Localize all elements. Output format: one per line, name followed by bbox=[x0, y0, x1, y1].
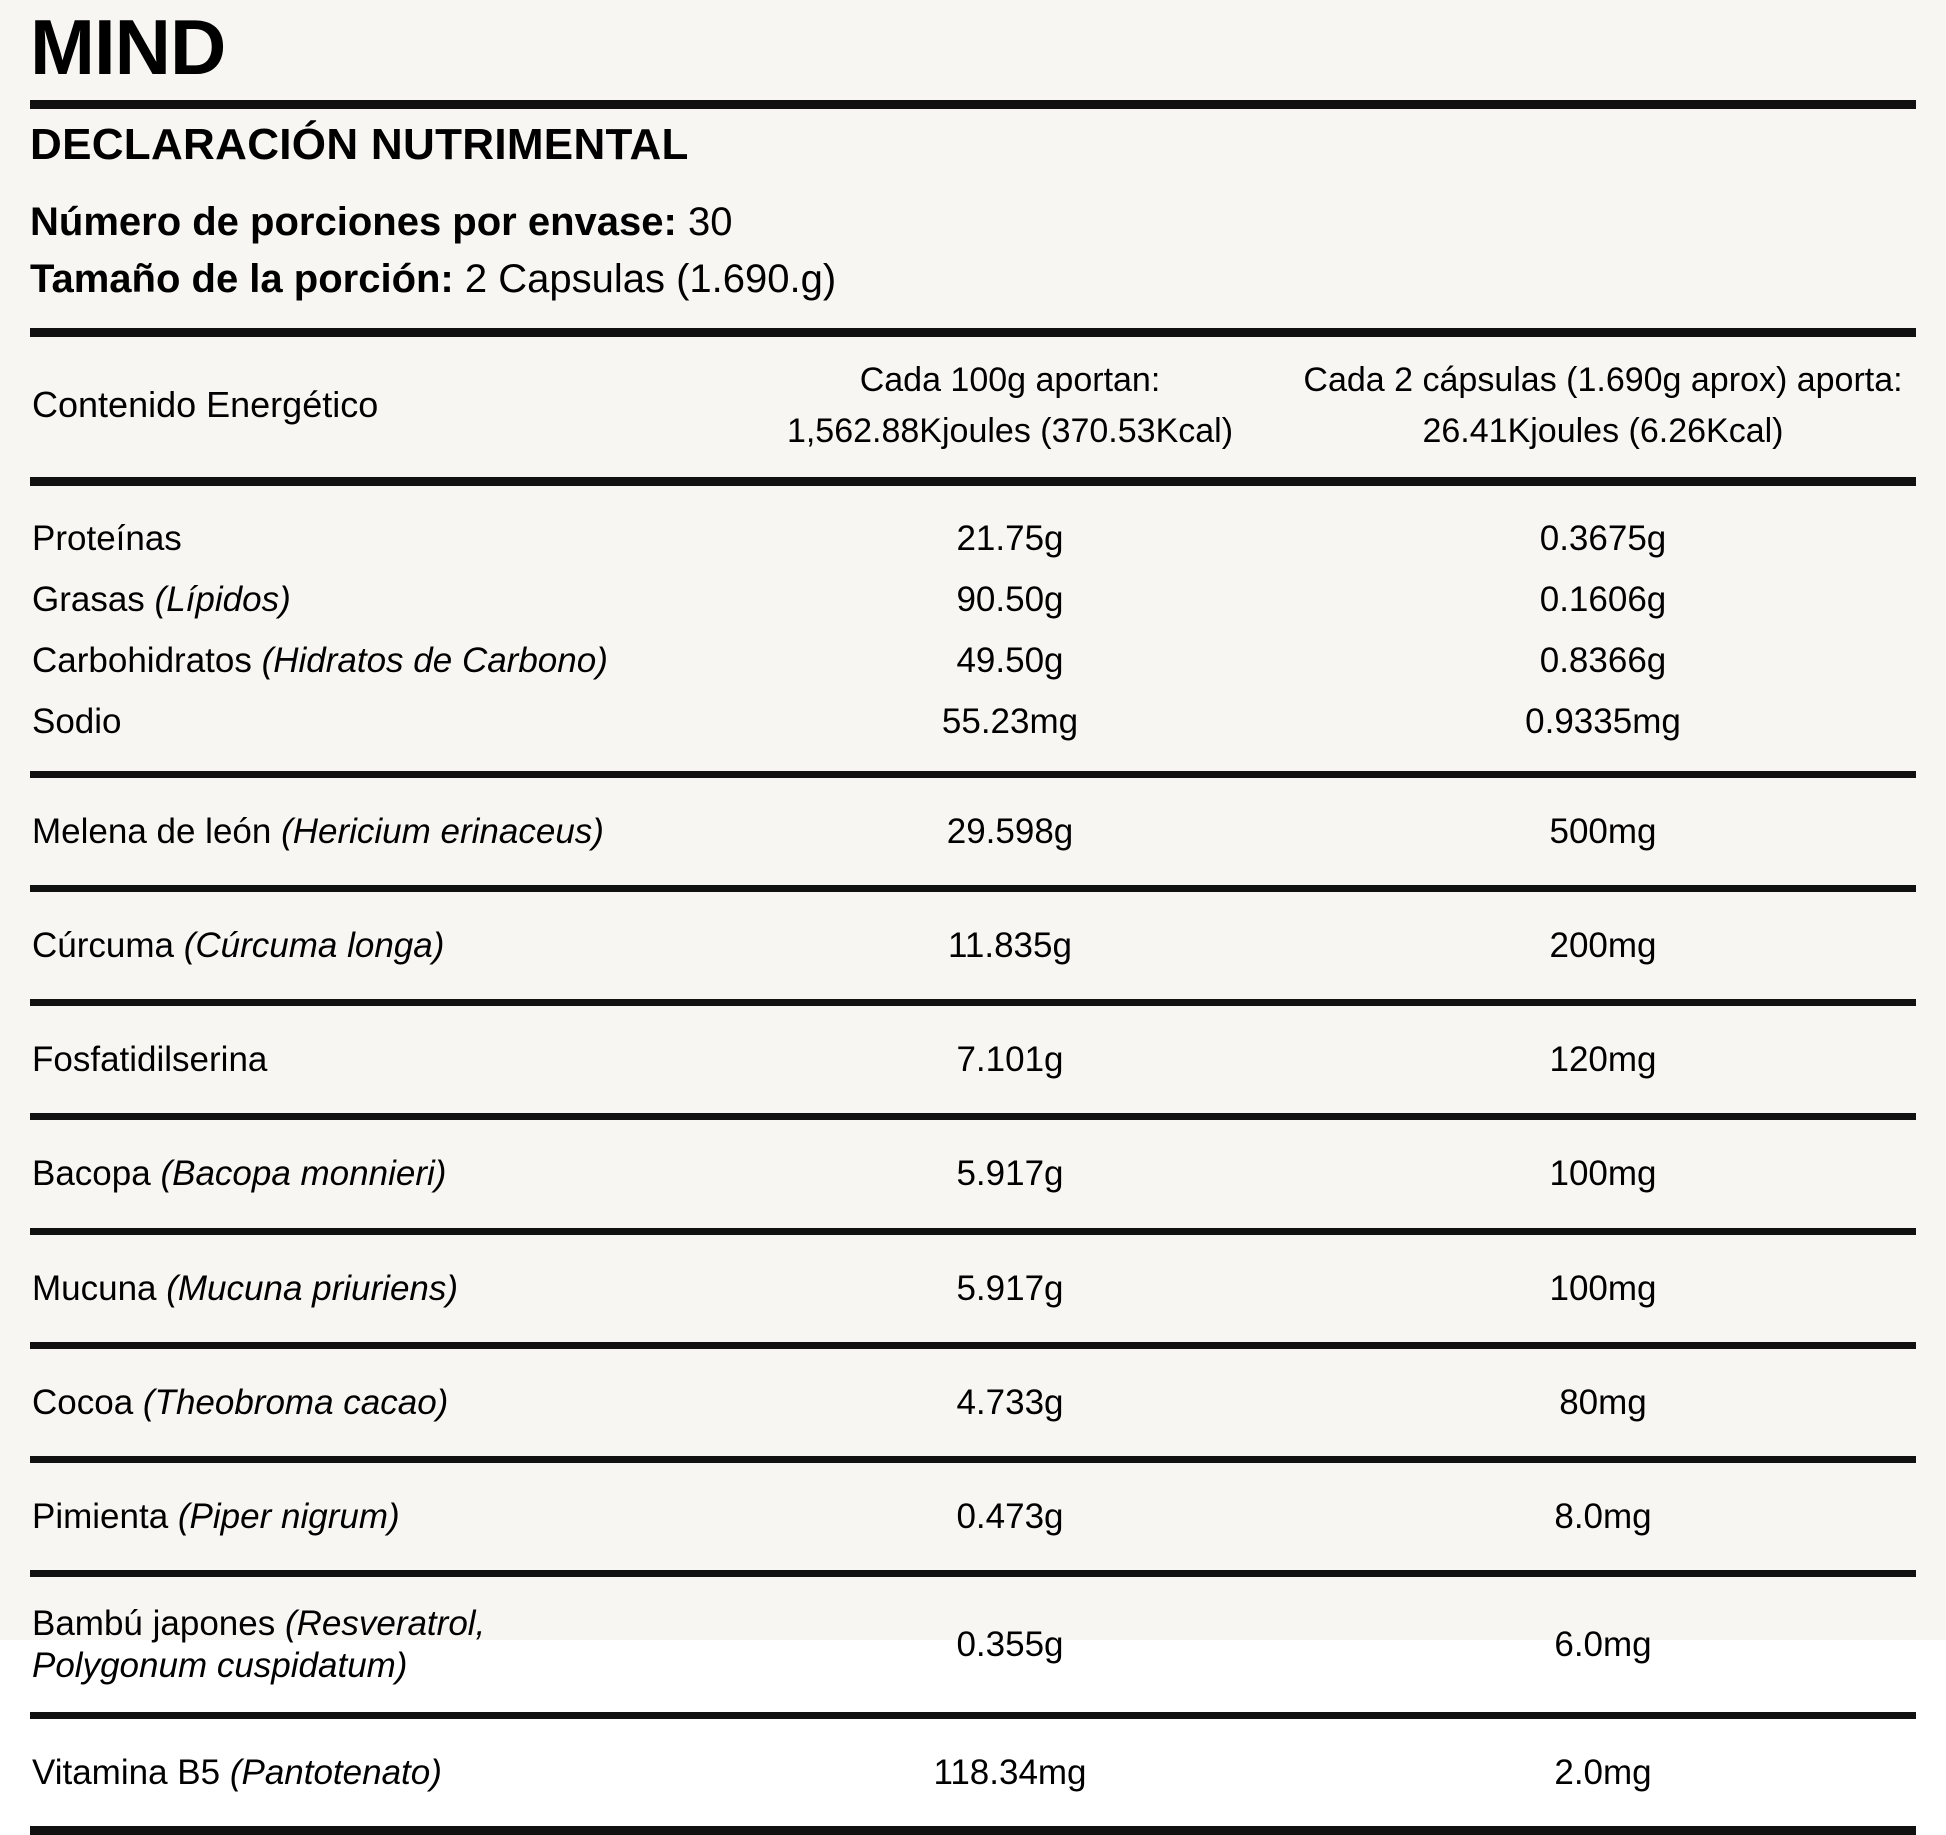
serving-size-value: 2 Capsulas (1.690.g) bbox=[464, 256, 837, 301]
row-per-100g: 5.917g bbox=[956, 1154, 1064, 1194]
row-per-serving: 0.1606g bbox=[1539, 579, 1667, 619]
macronutrient-block: Proteínas 21.75g 0.3675g Grasas (Lípidos… bbox=[30, 486, 1916, 771]
row-per-100g: 29.598g bbox=[946, 811, 1074, 851]
row-per-100g: 7.101g bbox=[956, 1040, 1064, 1080]
row-per-serving: 200mg bbox=[1549, 925, 1657, 965]
row-label: Proteínas bbox=[32, 518, 182, 558]
row-per-serving: 100mg bbox=[1549, 1154, 1657, 1194]
row-per-100g: 0.473g bbox=[956, 1497, 1064, 1537]
row-divider bbox=[30, 1341, 1916, 1349]
row-per-serving: 500mg bbox=[1549, 811, 1657, 851]
servings-per-container: Número de porciones por envase: 30 bbox=[30, 194, 1916, 251]
header-per-100g-line1: Cada 100g aportan: bbox=[859, 360, 1161, 399]
row-divider bbox=[30, 770, 1916, 778]
row-per-serving: 120mg bbox=[1549, 1040, 1657, 1080]
row-per-100g: 49.50g bbox=[956, 641, 1064, 681]
row-per-serving: 6.0mg bbox=[1554, 1625, 1652, 1665]
table-header-row: Contenido Energético Cada 100g aportan: … bbox=[30, 337, 1916, 477]
row-label: Grasas (Lípidos) bbox=[32, 579, 291, 619]
table-row: Grasas (Lípidos) 90.50g 0.1606g bbox=[30, 569, 1916, 630]
section-title: DECLARACIÓN NUTRIMENTAL bbox=[30, 120, 689, 169]
row-per-100g: 11.835g bbox=[948, 925, 1072, 965]
row-per-100g: 5.917g bbox=[956, 1268, 1064, 1308]
row-per-100g: 21.75g bbox=[956, 518, 1064, 558]
row-per-100g: 90.50g bbox=[956, 579, 1064, 619]
row-label: Carbohidratos (Hidratos de Carbono) bbox=[32, 641, 608, 681]
row-label: Cúrcuma (Cúrcuma longa) bbox=[32, 925, 445, 965]
brand-divider bbox=[30, 100, 1916, 109]
header-per-serving-line2: 26.41Kjoules (6.26Kcal) bbox=[1422, 411, 1784, 450]
serving-size-label: Tamaño de la porción: bbox=[30, 256, 454, 301]
row-label: Bambú japones (Resveratrol, Polygonum cus… bbox=[32, 1604, 486, 1685]
row-per-serving: 0.8366g bbox=[1539, 641, 1667, 681]
row-divider bbox=[30, 1570, 1916, 1578]
row-divider bbox=[30, 884, 1916, 892]
row-per-100g: 0.355g bbox=[956, 1625, 1064, 1665]
table-row: Vitamina B5 (Pantotenato) 118.34mg 2.0mg bbox=[30, 1719, 1916, 1826]
row-per-serving: 0.9335mg bbox=[1525, 702, 1681, 742]
table-row: Carbohidratos (Hidratos de Carbono) 49.5… bbox=[30, 630, 1916, 691]
table-bottom-rule bbox=[30, 1826, 1916, 1835]
row-per-100g: 55.23mg bbox=[941, 702, 1079, 742]
row-per-100g: 118.34mg bbox=[933, 1752, 1087, 1792]
table-row: Fosfatidilserina 7.101g 120mg bbox=[30, 1006, 1916, 1113]
row-label: Sodio bbox=[32, 702, 122, 742]
table-row: Cocoa (Theobroma cacao) 4.733g 80mg bbox=[30, 1349, 1916, 1456]
table-top-rule bbox=[30, 327, 1916, 337]
header-per-serving-line1: Cada 2 cápsulas (1.690g aprox) aporta: bbox=[1303, 360, 1903, 399]
table-row: Proteínas 21.75g 0.3675g bbox=[30, 508, 1916, 569]
table-row: Sodio 55.23mg 0.9335mg bbox=[30, 691, 1916, 752]
table-row: Cúrcuma (Cúrcuma longa) 11.835g 200mg bbox=[30, 892, 1916, 999]
servings-per-container-label: Número de porciones por envase: bbox=[30, 200, 677, 244]
row-label: Pimienta (Piper nigrum) bbox=[32, 1497, 400, 1537]
row-label: Vitamina B5 (Pantotenato) bbox=[32, 1752, 442, 1792]
row-divider bbox=[30, 1456, 1916, 1464]
row-per-100g: 4.733g bbox=[956, 1382, 1064, 1422]
nutrition-table: Contenido Energético Cada 100g aportan: … bbox=[30, 337, 1916, 1835]
header-bottom-rule bbox=[30, 476, 1916, 486]
row-per-serving: 80mg bbox=[1559, 1382, 1647, 1422]
table-row: Pimienta (Piper nigrum) 0.473g 8.0mg bbox=[30, 1463, 1916, 1570]
row-label: Fosfatidilserina bbox=[32, 1040, 268, 1080]
header-per-serving: Cada 2 cápsulas (1.690g aprox) aporta: 2… bbox=[1290, 355, 1916, 457]
row-label: Bacopa (Bacopa monnieri) bbox=[32, 1154, 447, 1194]
header-per-100g-line2: 1,562.88Kjoules (370.53Kcal) bbox=[786, 411, 1234, 450]
table-row: Bacopa (Bacopa monnieri) 5.917g 100mg bbox=[30, 1120, 1916, 1227]
row-label: Mucuna (Mucuna priuriens) bbox=[32, 1268, 459, 1308]
serving-info: Número de porciones por envase: 30 Tamañ… bbox=[30, 194, 1916, 328]
row-divider bbox=[30, 1711, 1916, 1719]
table-row: Melena de león (Hericium erinaceus) 29.5… bbox=[30, 778, 1916, 885]
row-label: Cocoa (Theobroma cacao) bbox=[32, 1382, 449, 1422]
row-label: Melena de león (Hericium erinaceus) bbox=[32, 811, 604, 851]
serving-size: Tamaño de la porción: 2 Capsulas (1.690.… bbox=[30, 251, 1916, 308]
header-per-100g: Cada 100g aportan: 1,562.88Kjoules (370.… bbox=[730, 355, 1290, 457]
row-divider bbox=[30, 1227, 1916, 1235]
brand-title: MIND bbox=[30, 3, 226, 91]
row-per-serving: 100mg bbox=[1549, 1268, 1657, 1308]
row-per-serving: 8.0mg bbox=[1554, 1497, 1652, 1537]
row-divider bbox=[30, 999, 1916, 1007]
row-divider bbox=[30, 1113, 1916, 1121]
servings-per-container-value: 30 bbox=[687, 200, 733, 244]
header-energy-label: Contenido Energético bbox=[32, 384, 379, 426]
table-row: Bambú japones (Resveratrol, Polygonum cus… bbox=[30, 1577, 1916, 1712]
table-row: Mucuna (Mucuna priuriens) 5.917g 100mg bbox=[30, 1235, 1916, 1342]
row-per-serving: 2.0mg bbox=[1554, 1752, 1652, 1792]
row-per-serving: 0.3675g bbox=[1539, 518, 1667, 558]
